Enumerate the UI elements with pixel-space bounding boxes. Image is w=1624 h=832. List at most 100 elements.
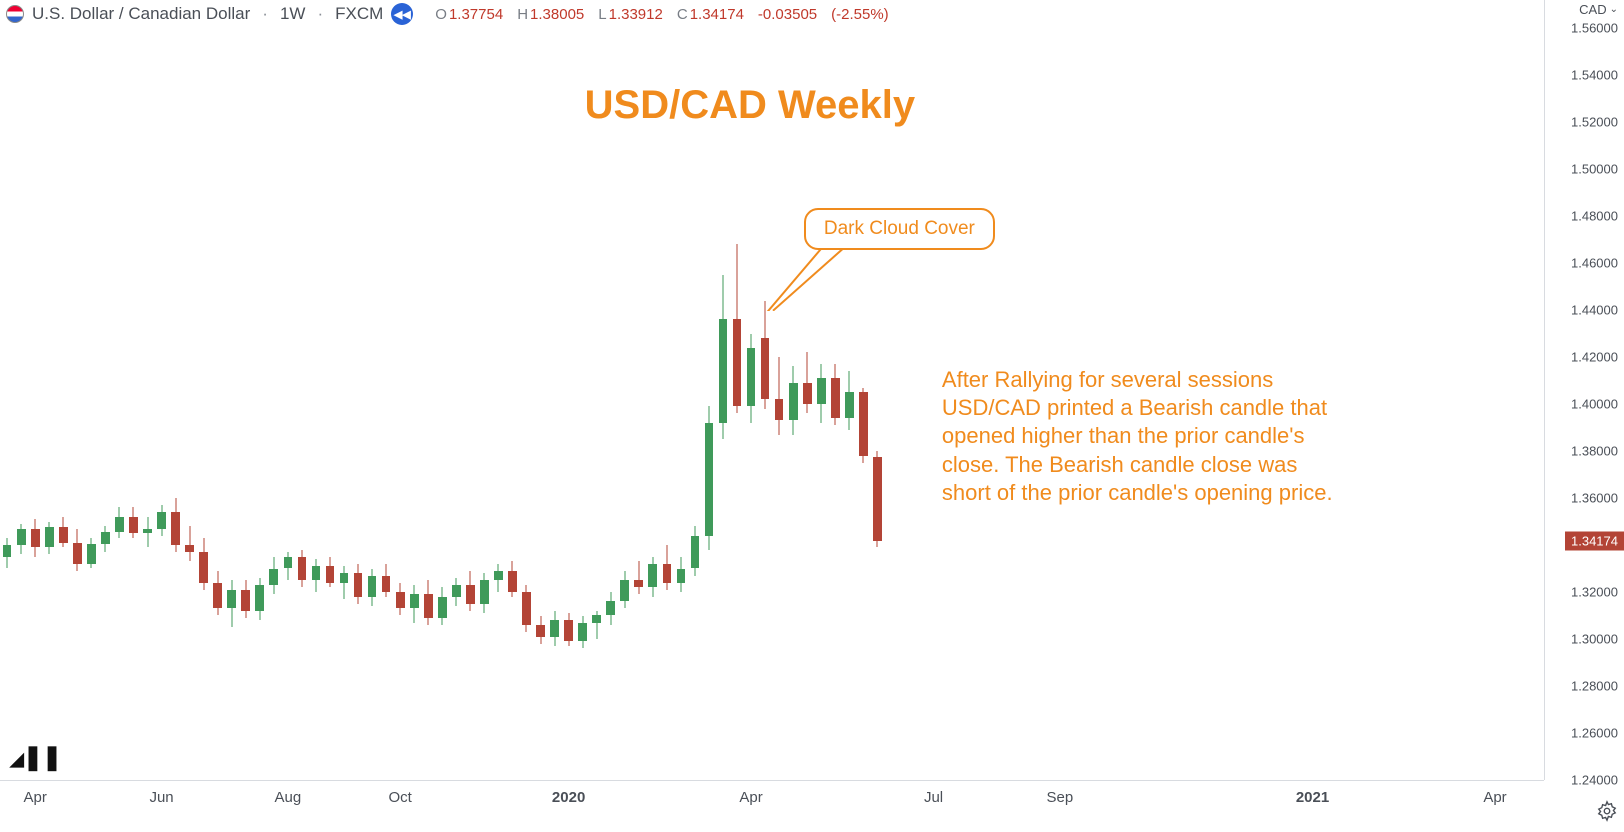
time-axis[interactable]: AprJunAugOct2020AprJulSep2021Apr — [0, 780, 1544, 832]
candle[interactable] — [578, 616, 587, 649]
candle[interactable] — [59, 517, 68, 548]
candle[interactable] — [87, 538, 96, 569]
settings-gear-icon[interactable] — [1596, 800, 1618, 822]
tradingview-logo-icon[interactable]: ◢❚❚ — [10, 743, 61, 772]
chevron-down-icon: ⌄ — [1610, 4, 1618, 15]
candle[interactable] — [298, 550, 307, 588]
time-tick: Aug — [275, 789, 302, 806]
candle[interactable] — [648, 557, 657, 597]
candle[interactable] — [522, 585, 531, 632]
candle[interactable] — [31, 519, 40, 557]
candle[interactable] — [831, 364, 840, 425]
price-axis[interactable]: CAD ⌄ 1.240001.260001.280001.300001.3200… — [1544, 0, 1624, 780]
candle[interactable] — [873, 451, 882, 547]
candle[interactable] — [227, 580, 236, 627]
candle[interactable] — [241, 580, 250, 618]
candle[interactable] — [663, 545, 672, 590]
time-tick: 2020 — [552, 789, 585, 806]
symbol-name[interactable]: U.S. Dollar / Canadian Dollar — [32, 4, 250, 24]
candle[interactable] — [143, 517, 152, 548]
candle[interactable] — [550, 611, 559, 646]
candle[interactable] — [354, 564, 363, 604]
chart-header: U.S. Dollar / Canadian Dollar · 1W · FXC… — [0, 0, 1624, 28]
candle[interactable] — [691, 526, 700, 575]
candle[interactable] — [564, 613, 573, 646]
candle[interactable] — [508, 561, 517, 596]
price-tick: 1.52000 — [1571, 115, 1618, 130]
price-tick: 1.46000 — [1571, 256, 1618, 271]
candle[interactable] — [73, 529, 82, 571]
candle[interactable] — [157, 505, 166, 536]
candle[interactable] — [733, 244, 742, 413]
time-tick: Oct — [389, 789, 412, 806]
candle[interactable] — [340, 566, 349, 599]
price-tick: 1.48000 — [1571, 209, 1618, 224]
candle[interactable] — [719, 275, 728, 440]
price-tick: 1.56000 — [1571, 21, 1618, 36]
candle[interactable] — [845, 371, 854, 430]
candle[interactable] — [255, 578, 264, 620]
candle[interactable] — [775, 357, 784, 435]
candle[interactable] — [592, 611, 601, 639]
candle[interactable] — [129, 507, 138, 538]
candle[interactable] — [803, 352, 812, 413]
time-tick: Jul — [924, 789, 943, 806]
candle[interactable] — [620, 571, 629, 609]
price-tick: 1.26000 — [1571, 726, 1618, 741]
price-tick: 1.42000 — [1571, 350, 1618, 365]
rewind-icon[interactable]: ◀◀ — [391, 3, 413, 25]
price-tick: 1.50000 — [1571, 162, 1618, 177]
candle[interactable] — [101, 526, 110, 552]
candle[interactable] — [368, 569, 377, 607]
candle[interactable] — [199, 538, 208, 590]
candle[interactable] — [269, 557, 278, 595]
price-tick: 1.44000 — [1571, 303, 1618, 318]
candle[interactable] — [705, 406, 714, 549]
candle[interactable] — [326, 557, 335, 588]
candle[interactable] — [494, 564, 503, 592]
price-tick: 1.36000 — [1571, 491, 1618, 506]
candle[interactable] — [606, 592, 615, 625]
candle[interactable] — [115, 507, 124, 538]
time-tick: Apr — [739, 789, 762, 806]
candle[interactable] — [761, 301, 770, 409]
candle[interactable] — [536, 616, 545, 644]
candle[interactable] — [817, 364, 826, 423]
candle[interactable] — [45, 522, 54, 555]
time-tick: Sep — [1047, 789, 1074, 806]
candle[interactable] — [382, 564, 391, 597]
candle[interactable] — [424, 580, 433, 625]
time-tick: Apr — [24, 789, 47, 806]
candle[interactable] — [17, 524, 26, 555]
candle[interactable] — [466, 571, 475, 611]
time-tick: Apr — [1483, 789, 1506, 806]
candle[interactable] — [859, 388, 868, 463]
candle[interactable] — [213, 571, 222, 616]
candle[interactable] — [480, 573, 489, 613]
interval[interactable]: 1W — [280, 4, 306, 24]
candle[interactable] — [396, 583, 405, 616]
time-tick: Jun — [149, 789, 173, 806]
last-price-tag: 1.34174 — [1565, 531, 1624, 550]
price-tick: 1.28000 — [1571, 679, 1618, 694]
candle[interactable] — [312, 559, 321, 592]
price-tick: 1.24000 — [1571, 773, 1618, 788]
candle[interactable] — [3, 538, 12, 569]
currency-selector[interactable]: CAD ⌄ — [1579, 2, 1618, 17]
candle[interactable] — [452, 578, 461, 606]
candle[interactable] — [284, 552, 293, 580]
candle[interactable] — [677, 557, 686, 592]
price-tick: 1.30000 — [1571, 632, 1618, 647]
candle[interactable] — [185, 526, 194, 561]
candle[interactable] — [634, 561, 643, 594]
ohlc-readout: O1.37754 H1.38005 L1.33912 C1.34174 -0.0… — [435, 6, 888, 23]
candle[interactable] — [747, 334, 756, 423]
candle[interactable] — [438, 587, 447, 625]
candle[interactable] — [410, 585, 419, 623]
exchange: FXCM — [335, 4, 383, 24]
symbol-flag-icon — [6, 5, 24, 23]
callout-box: Dark Cloud Cover — [804, 208, 995, 250]
price-tick: 1.40000 — [1571, 397, 1618, 412]
candle[interactable] — [171, 498, 180, 552]
candle[interactable] — [789, 366, 798, 434]
